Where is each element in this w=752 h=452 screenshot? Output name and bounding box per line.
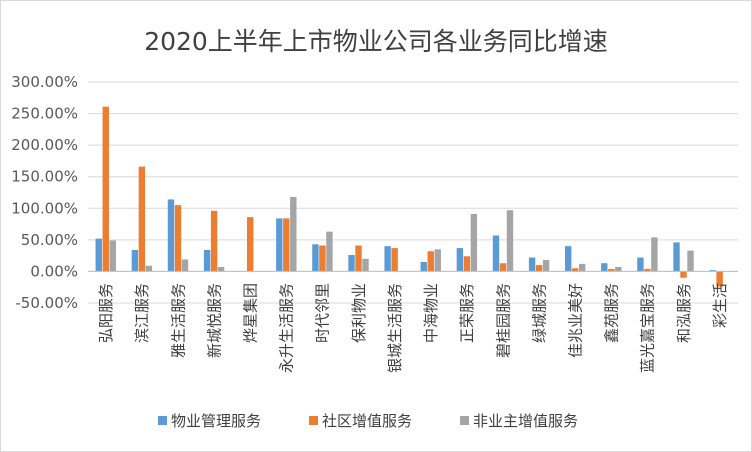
bar xyxy=(601,263,608,272)
x-tick-label: 新城悦服务 xyxy=(205,283,223,358)
y-tick-label: 50.00% xyxy=(21,231,78,249)
bar xyxy=(247,217,254,272)
x-tick-label: 银城生活服务 xyxy=(386,283,404,373)
x-tick-label: 正荣服务 xyxy=(458,283,476,343)
x-tick-label: 彩生活 xyxy=(711,283,729,328)
x-tick-label: 弘阳服务 xyxy=(97,283,115,343)
bar xyxy=(673,242,680,272)
bar xyxy=(384,246,391,272)
bar xyxy=(203,249,211,272)
x-tick-label: 滨江服务 xyxy=(133,283,151,343)
bar xyxy=(687,250,694,272)
bar xyxy=(716,271,723,287)
bar xyxy=(290,196,297,272)
bar xyxy=(217,267,225,272)
bar xyxy=(95,238,102,272)
x-tick-label: 永升生活服务 xyxy=(278,283,296,373)
bar xyxy=(326,231,333,272)
bar xyxy=(709,270,716,272)
bar xyxy=(391,248,398,272)
bar xyxy=(644,268,651,272)
bar xyxy=(572,268,579,272)
bar xyxy=(138,166,146,272)
x-tick-label: 碧桂园服务 xyxy=(494,283,512,358)
legend-swatch xyxy=(460,416,469,425)
bar xyxy=(319,245,326,272)
bar xyxy=(456,248,464,272)
bar xyxy=(131,249,139,272)
bar xyxy=(579,263,586,272)
x-tick-label: 佳兆业美好 xyxy=(567,283,585,358)
bar xyxy=(355,245,362,272)
bar xyxy=(362,258,369,272)
bars xyxy=(95,106,723,287)
bar xyxy=(312,244,319,272)
bar xyxy=(565,246,572,272)
x-tick-label: 蓝光嘉宝服务 xyxy=(639,283,657,373)
y-tick-label: 150.00% xyxy=(11,168,78,186)
x-tick-label: 保利物业 xyxy=(350,283,368,343)
y-tick-label: 200.00% xyxy=(11,136,78,154)
y-tick-label: 300.00% xyxy=(11,73,78,91)
y-tick-label: -50.00% xyxy=(15,294,78,312)
bar xyxy=(283,218,290,272)
bar xyxy=(102,106,109,272)
bar xyxy=(470,213,478,272)
y-tick-label: 0.00% xyxy=(30,262,78,280)
bar xyxy=(427,251,434,272)
bar xyxy=(492,235,500,272)
x-tick-label: 和泓服务 xyxy=(675,283,693,343)
legend-label: 物业管理服务 xyxy=(171,412,261,430)
x-tick-label: 绿城服务 xyxy=(530,283,548,343)
bar xyxy=(542,260,550,272)
bar xyxy=(637,257,644,272)
x-tick-label: 时代邻里 xyxy=(314,283,332,343)
bar xyxy=(276,218,283,272)
x-tick-label: 雅生活服务 xyxy=(169,283,187,358)
bar xyxy=(434,249,441,272)
legend-label: 非业主增值服务 xyxy=(473,412,578,430)
bar xyxy=(608,268,615,272)
y-axis-ticks: 300.00% 250.00% 200.00% 150.00% 100.00% 50.00… xyxy=(11,73,78,312)
bar xyxy=(528,257,536,272)
x-tick-label: 鑫苑服务 xyxy=(603,283,621,343)
chart-title: 2020上半年上市物业公司各业务同比增速 xyxy=(144,27,608,56)
bar xyxy=(348,255,355,272)
x-tick-label: 中海物业 xyxy=(422,283,440,343)
bar xyxy=(680,271,687,278)
legend-swatch xyxy=(309,416,318,425)
bar xyxy=(109,240,116,272)
bar xyxy=(210,210,218,272)
bar xyxy=(463,256,471,272)
y-tick-label: 100.00% xyxy=(11,199,78,217)
bar xyxy=(167,199,175,272)
legend-label: 社区增值服务 xyxy=(322,412,412,430)
x-axis-labels: 弘阳服务 滨江服务 雅生活服务 新城悦服务 烨星集团 永升生活服务 时代邻里 保利物业 银城生活… xyxy=(97,283,729,373)
bar xyxy=(499,263,507,272)
bar xyxy=(615,267,622,272)
bar xyxy=(651,237,658,272)
bar xyxy=(506,210,514,272)
bar xyxy=(535,265,543,272)
y-tick-label: 250.00% xyxy=(11,105,78,123)
legend: 物业管理服务 社区增值服务 非业主增值服务 xyxy=(158,412,578,430)
legend-swatch xyxy=(158,416,167,425)
x-tick-label: 烨星集团 xyxy=(242,283,260,343)
bar xyxy=(174,205,182,272)
bar xyxy=(420,261,427,272)
bar xyxy=(145,265,153,272)
bar xyxy=(181,259,189,272)
